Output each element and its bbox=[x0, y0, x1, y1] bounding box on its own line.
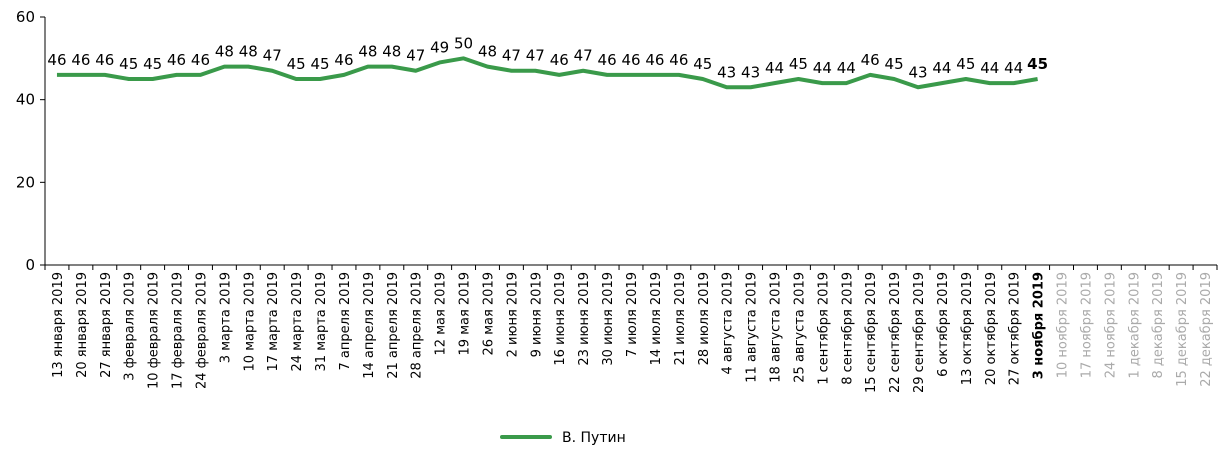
data-label: 45 bbox=[143, 55, 162, 73]
x-tick-label: 24 марта 2019 bbox=[290, 272, 305, 371]
x-tick-label: 17 февраля 2019 bbox=[171, 272, 186, 389]
data-label: 46 bbox=[167, 51, 186, 69]
data-label: 46 bbox=[95, 51, 114, 69]
y-tick-label: 20 bbox=[16, 173, 35, 191]
x-tick-label: 6 октября 2019 bbox=[936, 272, 951, 377]
x-tick-label: 16 июня 2019 bbox=[553, 272, 568, 366]
x-tick-label: 18 августа 2019 bbox=[769, 272, 784, 383]
data-label: 44 bbox=[980, 59, 999, 77]
x-tick-label: 19 мая 2019 bbox=[458, 272, 473, 355]
data-label: 45 bbox=[693, 55, 712, 73]
x-tick-label: 4 августа 2019 bbox=[721, 272, 736, 374]
data-label: 48 bbox=[215, 43, 234, 61]
y-tick-label: 60 bbox=[16, 8, 35, 26]
x-tick-label: 31 марта 2019 bbox=[314, 272, 329, 371]
x-tick-label: 11 августа 2019 bbox=[745, 272, 760, 383]
data-label: 47 bbox=[263, 47, 282, 65]
x-tick-label: 23 июня 2019 bbox=[577, 272, 592, 366]
data-label: 45 bbox=[1027, 55, 1048, 73]
x-tick-label: 20 октября 2019 bbox=[984, 272, 999, 385]
x-tick-label: 24 февраля 2019 bbox=[194, 272, 209, 389]
data-label: 43 bbox=[717, 63, 736, 81]
data-label: 48 bbox=[239, 43, 258, 61]
legend-label: В. Путин bbox=[562, 430, 626, 446]
data-label: 46 bbox=[191, 51, 210, 69]
data-label: 46 bbox=[47, 51, 66, 69]
x-tick-label: 22 сентября 2019 bbox=[888, 272, 903, 393]
x-tick-label: 3 ноября 2019 bbox=[1032, 272, 1047, 379]
data-label: 48 bbox=[382, 43, 401, 61]
x-tick-label: 21 июля 2019 bbox=[673, 272, 688, 365]
data-label: 46 bbox=[71, 51, 90, 69]
x-tick-label: 10 февраля 2019 bbox=[147, 272, 162, 389]
data-label: 45 bbox=[287, 55, 306, 73]
x-tick-label: 14 апреля 2019 bbox=[362, 272, 377, 379]
data-label: 45 bbox=[119, 55, 138, 73]
data-label: 46 bbox=[334, 51, 353, 69]
x-tick-label: 25 августа 2019 bbox=[792, 272, 807, 383]
x-tick-label: 10 марта 2019 bbox=[242, 272, 257, 371]
data-label: 43 bbox=[741, 63, 760, 81]
data-label: 44 bbox=[813, 59, 832, 77]
data-label: 44 bbox=[932, 59, 951, 77]
x-tick-label: 14 июля 2019 bbox=[649, 272, 664, 365]
y-tick-label: 0 bbox=[25, 256, 35, 274]
x-tick-label: 13 января 2019 bbox=[51, 272, 66, 378]
data-label: 44 bbox=[1004, 59, 1023, 77]
x-tick-label: 17 марта 2019 bbox=[266, 272, 281, 371]
x-tick-label: 8 декабря 2019 bbox=[1151, 272, 1166, 379]
data-label: 46 bbox=[645, 51, 664, 69]
series-line bbox=[56, 56, 1038, 90]
x-tick-label: 13 октября 2019 bbox=[960, 272, 975, 385]
data-label: 44 bbox=[765, 59, 784, 77]
data-label: 49 bbox=[430, 38, 449, 56]
x-tick-label: 1 сентября 2019 bbox=[816, 272, 831, 385]
data-label: 48 bbox=[358, 43, 377, 61]
data-label: 45 bbox=[789, 55, 808, 73]
x-tick-label: 15 сентября 2019 bbox=[864, 272, 879, 393]
x-tick-label: 17 ноября 2019 bbox=[1079, 272, 1094, 378]
x-tick-label: 28 апреля 2019 bbox=[410, 272, 425, 379]
x-tick-label: 27 октября 2019 bbox=[1008, 272, 1023, 385]
x-tick-label: 9 июня 2019 bbox=[529, 272, 544, 357]
data-label: 46 bbox=[598, 51, 617, 69]
data-label: 46 bbox=[621, 51, 640, 69]
x-tick-label: 22 декабря 2019 bbox=[1199, 272, 1214, 387]
data-label: 47 bbox=[526, 47, 545, 65]
x-tick-label: 1 декабря 2019 bbox=[1127, 272, 1142, 379]
data-label: 47 bbox=[502, 47, 521, 65]
data-label: 43 bbox=[908, 63, 927, 81]
data-label: 45 bbox=[311, 55, 330, 73]
x-tick-label: 20 января 2019 bbox=[75, 272, 90, 378]
x-tick-label: 21 апреля 2019 bbox=[386, 272, 401, 379]
x-tick-label: 12 мая 2019 bbox=[434, 272, 449, 355]
data-label: 44 bbox=[837, 59, 856, 77]
x-tick-label: 3 марта 2019 bbox=[218, 272, 233, 363]
x-tick-label: 7 апреля 2019 bbox=[338, 272, 353, 370]
x-tick-label: 24 ноября 2019 bbox=[1103, 272, 1118, 378]
x-tick-label: 3 февраля 2019 bbox=[123, 272, 138, 381]
data-label: 46 bbox=[861, 51, 880, 69]
x-tick-label: 29 сентября 2019 bbox=[912, 272, 927, 393]
x-tick-label: 10 ноября 2019 bbox=[1056, 272, 1071, 378]
y-tick-label: 40 bbox=[16, 91, 35, 109]
data-label: 48 bbox=[478, 43, 497, 61]
data-label: 47 bbox=[406, 47, 425, 65]
data-label: 46 bbox=[550, 51, 569, 69]
data-label: 45 bbox=[956, 55, 975, 73]
data-label: 45 bbox=[885, 55, 904, 73]
x-tick-label: 27 января 2019 bbox=[99, 272, 114, 378]
x-tick-label: 8 сентября 2019 bbox=[840, 272, 855, 385]
x-tick-label: 30 июня 2019 bbox=[601, 272, 616, 366]
data-label: 47 bbox=[574, 47, 593, 65]
x-tick-label: 7 июля 2019 bbox=[625, 272, 640, 357]
data-label: 46 bbox=[669, 51, 688, 69]
x-tick-label: 26 мая 2019 bbox=[481, 272, 496, 355]
x-tick-label: 15 декабря 2019 bbox=[1175, 272, 1190, 387]
x-tick-label: 28 июля 2019 bbox=[697, 272, 712, 365]
x-tick-label: 2 июня 2019 bbox=[505, 272, 520, 357]
data-label: 50 bbox=[454, 34, 473, 52]
